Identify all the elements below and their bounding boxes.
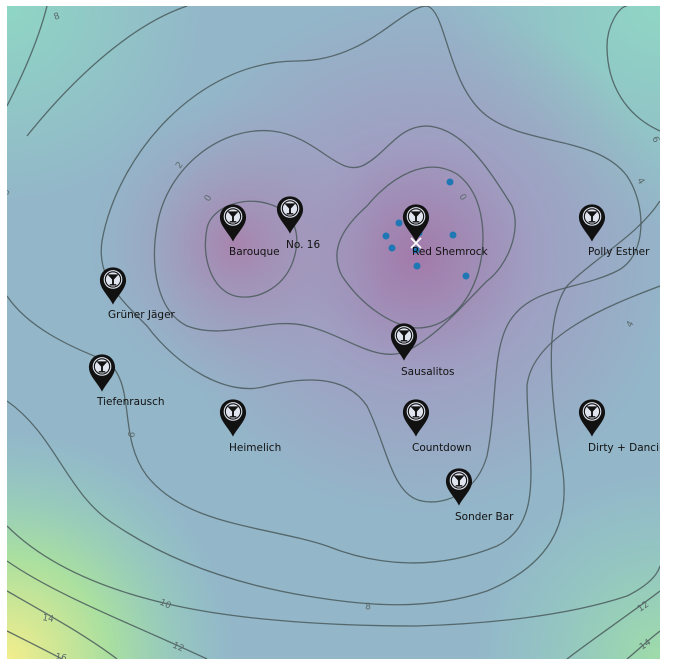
bar-label-dirty-dancing: Dirty + Dancing bbox=[588, 442, 660, 454]
contour-14 bbox=[7, 590, 660, 659]
bar-label-heimelich: Heimelich bbox=[229, 442, 281, 454]
contour-12 bbox=[7, 560, 660, 659]
contour-0-left bbox=[204, 200, 298, 298]
bar-label-countdown: Countdown bbox=[412, 442, 472, 454]
contour-label: 6 bbox=[127, 431, 138, 439]
bar-label-sausalitos: Sausalitos bbox=[401, 366, 455, 378]
contour-0-right bbox=[336, 166, 484, 329]
data-point bbox=[395, 219, 403, 227]
contour-10 bbox=[7, 525, 660, 627]
bar-label-gruener-jaeger: Grüner Jäger bbox=[108, 309, 176, 321]
data-point bbox=[382, 232, 390, 240]
bar-label-tiefenrausch: Tiefenrausch bbox=[96, 396, 165, 408]
contour-label: 0 bbox=[203, 193, 215, 203]
contour-label: 14 bbox=[41, 613, 54, 625]
contour-label: 10 bbox=[158, 598, 173, 612]
data-point bbox=[413, 262, 421, 270]
contour-label: 16 bbox=[54, 652, 67, 659]
contour-label: 2 bbox=[174, 160, 185, 170]
data-point bbox=[388, 244, 396, 252]
contour-label: 8 bbox=[365, 602, 372, 612]
contour-label: 6 bbox=[7, 187, 13, 198]
contour-lines bbox=[7, 6, 660, 659]
contour-label: 4 bbox=[625, 319, 637, 329]
data-point bbox=[446, 178, 454, 186]
bar-label-red-shemrock: Red Shemrock bbox=[412, 246, 489, 258]
contour-label: 8 bbox=[53, 11, 62, 22]
data-point bbox=[462, 272, 470, 280]
contour-8 bbox=[7, 6, 660, 606]
contour-2-inner bbox=[153, 125, 516, 356]
contour-map: 0 0 2 4 4 6 6 6 8 8 10 12 12 14 14 16 bbox=[7, 6, 660, 659]
contour-4 bbox=[100, 6, 642, 503]
bar-label-polly-esther: Polly Esther bbox=[588, 246, 650, 258]
bar-label-barouque: Barouque bbox=[229, 246, 280, 258]
contour-label: 4 bbox=[634, 177, 646, 187]
bar-labels: Barouque No. 16 Red Shemrock Polly Esthe… bbox=[96, 239, 660, 523]
bar-label-sonder-bar: Sonder Bar bbox=[455, 511, 514, 523]
x-cross-icon bbox=[410, 237, 422, 249]
bar-label-no-16: No. 16 bbox=[286, 239, 320, 251]
contour-label: 12 bbox=[171, 641, 186, 655]
contour-label: 0 bbox=[456, 193, 468, 203]
data-point bbox=[449, 231, 457, 239]
contour-16 bbox=[7, 630, 63, 659]
contour-label: 6 bbox=[649, 135, 660, 145]
data-point bbox=[412, 246, 420, 254]
map-view[interactable]: 0 0 2 4 4 6 6 6 8 8 10 12 12 14 14 16 bbox=[7, 6, 660, 659]
